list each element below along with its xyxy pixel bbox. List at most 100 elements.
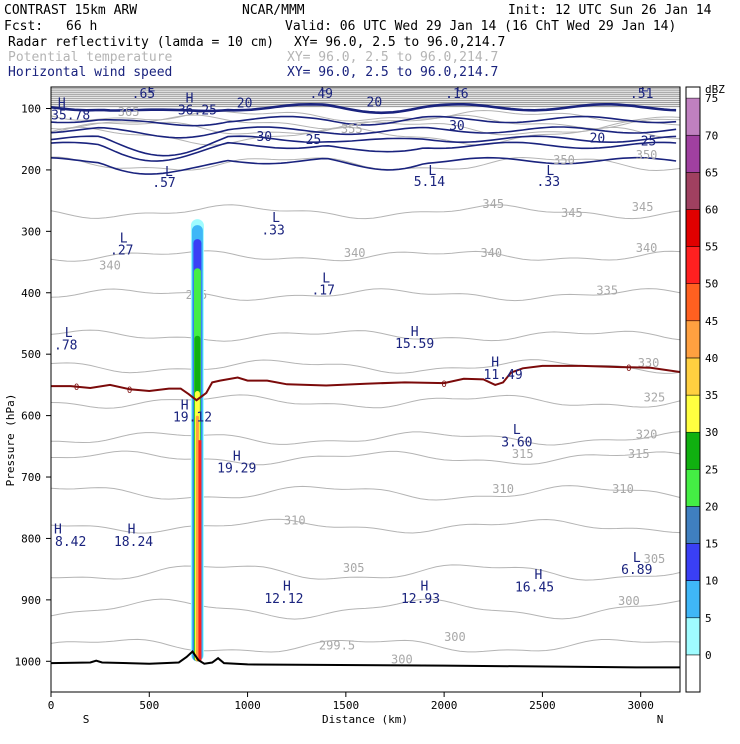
fcst-label: Fcst: [4, 19, 43, 34]
theta-contour [51, 156, 680, 172]
extremum-marker: L [428, 164, 436, 179]
terrain-line [51, 649, 680, 669]
extremum-value: 5.14 [414, 175, 445, 190]
extremum-value: 8.42 [55, 535, 86, 550]
extremum-marker: L [120, 231, 128, 246]
y-tick-label: 800 [21, 532, 41, 545]
y-tick-label: 900 [21, 594, 41, 607]
valid-time: Valid: 06 UTC Wed 29 Jan 14 (16 ChT Wed … [285, 19, 676, 34]
extremum-value: .51 [630, 87, 653, 102]
theta-contour [51, 288, 680, 302]
colorbar-swatch [685, 654, 701, 693]
extremum-marker: L [65, 326, 73, 341]
theta-label: 310 [284, 513, 306, 527]
theta-contour [51, 564, 680, 581]
freezing-level-label: 0 [74, 383, 79, 393]
theta-label: 305 [343, 561, 365, 575]
extremum-value: 12.93 [401, 592, 440, 607]
theta-label: 350 [636, 148, 658, 162]
colorbar-label: 10 [705, 575, 718, 588]
theta-label: 340 [636, 241, 658, 255]
x-tick-label: 500 [139, 699, 159, 712]
colorbar-swatch [685, 135, 701, 173]
extremum-value: 12.12 [264, 592, 303, 607]
theta-label: 320 [636, 427, 658, 441]
extremum-marker: H [54, 523, 62, 538]
theta-label: 305 [644, 552, 666, 566]
colorbar-unit: dBZ [705, 83, 725, 96]
extremum-marker: H [283, 580, 291, 595]
colorbar-swatch [685, 172, 701, 210]
y-tick-label: 100 [21, 102, 41, 115]
extremum-value: 18.24 [114, 535, 153, 550]
colorbar-swatch [685, 543, 701, 581]
extremum-marker: H [411, 325, 419, 340]
extremum-value: 6.89 [621, 563, 652, 578]
theta-label: 365 [118, 105, 140, 119]
extremum-marker: H [421, 580, 429, 595]
wind-label: 20 [367, 96, 383, 111]
colorbar-label: 15 [705, 538, 718, 551]
colorbar-frame [685, 86, 701, 693]
extremum-value: 36.25 [178, 104, 217, 119]
extremum-value: 19.29 [217, 462, 256, 477]
colorbar-label: 25 [705, 463, 718, 476]
colorbar-label: 70 [705, 129, 718, 142]
wind-contour [51, 135, 677, 157]
extremum-value: 16.45 [515, 580, 554, 595]
extremum-marker: L [272, 211, 280, 226]
theta-contour [51, 394, 680, 409]
extremum-marker: L [513, 423, 521, 438]
extremum-marker: H [535, 568, 543, 583]
model-center: NCAR/MMM [242, 3, 305, 18]
colorbar-label: 75 [705, 92, 718, 105]
theta-contour [51, 126, 680, 146]
colorbar: 0 5 10 15 20 25 30 35 40 45 50 55 60 65 70 75 [685, 86, 718, 693]
theta-contour [51, 598, 680, 620]
extremum-marker: L [320, 80, 328, 95]
colorbar-label: 40 [705, 352, 718, 365]
field-xy-wind: XY= 96.0, 2.5 to 96.0,214.7 [287, 65, 498, 80]
theta-label: 315 [628, 447, 650, 461]
colorbar-swatch [685, 469, 701, 507]
theta-label: 350 [553, 153, 575, 167]
plot-frame [50, 86, 681, 693]
extremum-marker: L [322, 271, 330, 286]
extremum-marker: H [491, 355, 499, 370]
x-end-label-south: S [83, 713, 90, 726]
extremum-value: 3.60 [501, 435, 532, 450]
field-name-wind: Horizontal wind speed [8, 65, 172, 80]
extremum-marker: L [165, 165, 173, 180]
extremum-marker: L [641, 80, 649, 95]
extremum-value: .33 [261, 223, 284, 238]
colorbar-label: 60 [705, 204, 718, 217]
freezing-level-label: 0 [626, 364, 631, 374]
theta-label: 345 [632, 200, 654, 214]
extremum-marker: H [58, 96, 66, 111]
theta-label: 315 [512, 447, 534, 461]
wind-contour [51, 156, 677, 175]
y-tick-label: 300 [21, 225, 41, 238]
extremum-value: .57 [152, 176, 175, 191]
theta-contour [51, 450, 680, 466]
theta-label: 355 [341, 122, 363, 136]
colorbar-label: 5 [705, 612, 712, 625]
field-xy-reflectivity: XY= 96.0, 2.5 to 96.0,214.7 [294, 35, 505, 50]
theta-label: 340 [480, 246, 502, 260]
extremum-value: .78 [54, 338, 77, 353]
colorbar-label: 45 [705, 315, 718, 328]
theta-contour [51, 114, 680, 130]
x-end-label-north: N [657, 713, 664, 726]
extremum-marker: H [181, 398, 189, 413]
wind-label: 20 [590, 131, 606, 146]
extremum-value: 19.12 [173, 411, 212, 426]
y-tick-label: 200 [21, 164, 41, 177]
y-tick-label: 700 [21, 471, 41, 484]
theta-label: 335 [596, 284, 618, 298]
extremum-value: .27 [110, 244, 133, 259]
theta-contour [51, 518, 680, 534]
wind-label: 30 [449, 119, 465, 134]
theta-label: 300 [618, 594, 640, 608]
